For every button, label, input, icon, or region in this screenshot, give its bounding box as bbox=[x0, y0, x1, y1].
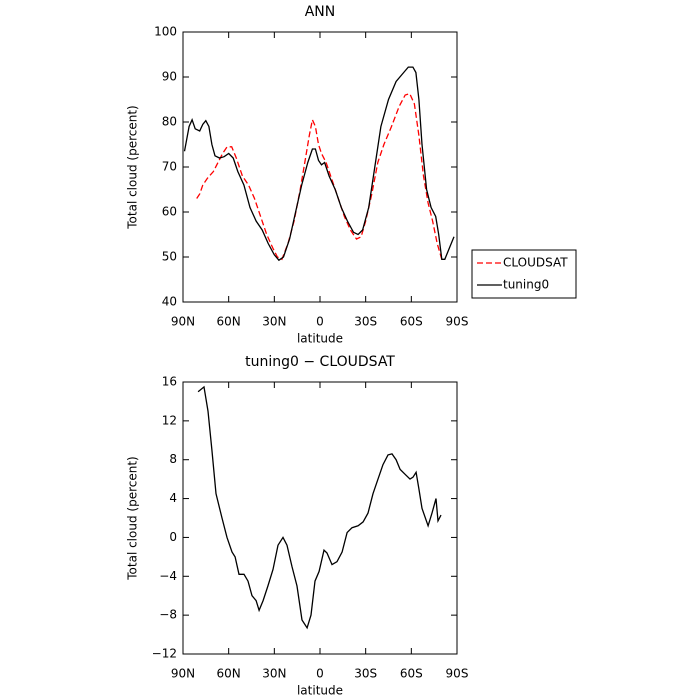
x-tick-label: 60N bbox=[217, 667, 241, 681]
x-tick-label: 30S bbox=[354, 667, 377, 681]
legend-label: CLOUDSAT bbox=[503, 256, 568, 270]
data-line bbox=[196, 92, 443, 261]
y-tick-label: 60 bbox=[162, 205, 177, 219]
y-tick-label: 8 bbox=[169, 452, 177, 466]
y-tick-label: 4 bbox=[169, 491, 177, 505]
y-tick-label: −12 bbox=[152, 647, 177, 661]
legend-label: tuning0 bbox=[503, 278, 549, 292]
y-axis-label: Total cloud (percent) bbox=[126, 456, 140, 580]
plot-frame bbox=[182, 381, 458, 655]
x-tick-label: 0 bbox=[316, 315, 324, 329]
x-tick-label: 60S bbox=[400, 315, 423, 329]
y-axis-label: Total cloud (percent) bbox=[126, 105, 140, 229]
y-tick-label: 40 bbox=[162, 295, 177, 309]
x-tick-label: 90S bbox=[446, 667, 469, 681]
y-tick-label: 16 bbox=[162, 375, 177, 389]
x-tick-label: 60S bbox=[400, 667, 423, 681]
x-axis-label: latitude bbox=[297, 332, 343, 346]
chart-title: ANN bbox=[305, 4, 336, 20]
x-axis-label: latitude bbox=[297, 684, 343, 698]
x-tick-label: 30N bbox=[262, 315, 286, 329]
y-tick-label: 100 bbox=[154, 25, 177, 39]
x-tick-label: 0 bbox=[316, 667, 324, 681]
y-tick-label: 70 bbox=[162, 160, 177, 174]
x-tick-label: 90N bbox=[171, 315, 195, 329]
x-tick-label: 30N bbox=[262, 667, 286, 681]
x-tick-label: 90N bbox=[171, 667, 195, 681]
y-tick-label: 80 bbox=[162, 115, 177, 129]
y-tick-label: 12 bbox=[162, 413, 177, 427]
x-tick-label: 30S bbox=[354, 315, 377, 329]
legend-box bbox=[471, 249, 577, 299]
y-tick-label: 0 bbox=[169, 530, 177, 544]
y-tick-label: −8 bbox=[159, 608, 177, 622]
x-tick-label: 60N bbox=[217, 315, 241, 329]
y-tick-label: 90 bbox=[162, 70, 177, 84]
x-tick-label: 90S bbox=[446, 315, 469, 329]
data-line bbox=[183, 66, 455, 262]
y-tick-label: −4 bbox=[159, 569, 177, 583]
y-tick-label: 50 bbox=[162, 250, 177, 264]
data-line bbox=[197, 385, 442, 630]
chart-title: tuning0 − CLOUDSAT bbox=[245, 354, 395, 370]
